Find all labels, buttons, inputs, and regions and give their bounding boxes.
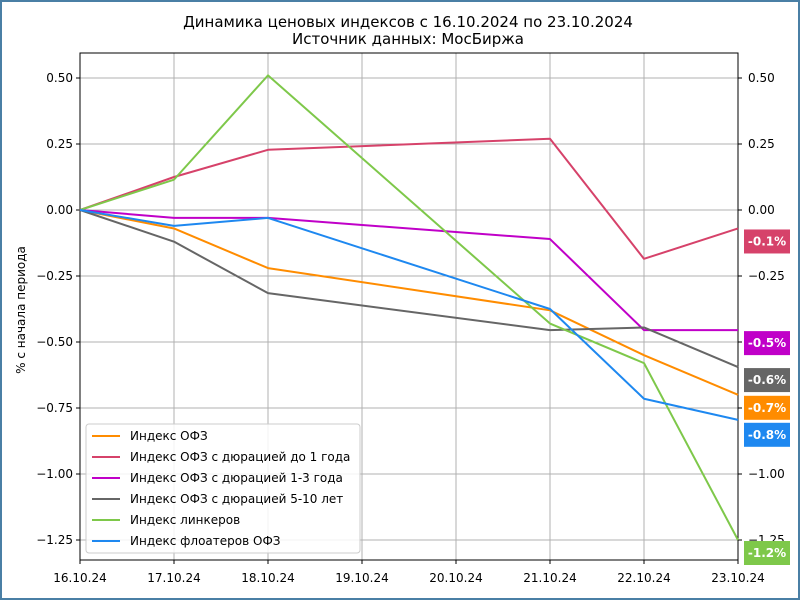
series-line bbox=[79, 137, 739, 260]
y-tick-label: −0.25 bbox=[36, 269, 73, 283]
y-axis-label: % с начала периода bbox=[14, 246, 28, 374]
x-tick-label: 16.10.24 bbox=[53, 571, 106, 585]
right-y-tick-label: 0.25 bbox=[748, 137, 775, 151]
x-tick-label: 21.10.24 bbox=[523, 571, 576, 585]
grid-lines bbox=[79, 53, 739, 560]
end-value-badge bbox=[744, 422, 790, 447]
legend-label: Индекс ОФЗ bbox=[130, 429, 208, 443]
end-value-badge-text: -0.7% bbox=[748, 401, 786, 415]
x-axis: 16.10.24 17.10.24 18.10.24 19.10.24 20.10.24… bbox=[53, 560, 765, 585]
end-value-badge bbox=[744, 368, 790, 393]
end-value-badge-text: -0.6% bbox=[748, 373, 786, 387]
right-y-tick-label: 0.00 bbox=[748, 203, 775, 217]
end-value-badge-text: -0.8% bbox=[748, 428, 786, 442]
end-value-badge bbox=[744, 541, 790, 565]
y-tick-label: −1.25 bbox=[36, 533, 73, 547]
x-tick-label: 20.10.24 bbox=[429, 571, 482, 585]
y-tick-label: 0.50 bbox=[46, 71, 73, 85]
y-tick-label: −0.50 bbox=[36, 335, 73, 349]
y-axis-right: 0.500.250.00−0.25−0.50−0.75−1.00−1.25 bbox=[738, 71, 785, 547]
end-value-badge bbox=[744, 395, 790, 420]
series-line bbox=[79, 74, 739, 541]
series-line bbox=[79, 209, 738, 332]
x-tick-label: 18.10.24 bbox=[241, 571, 294, 585]
series-lines bbox=[79, 74, 739, 541]
legend-box bbox=[85, 423, 361, 554]
y-axis-left: 0.50 0.25 0.00 −0.25 −0.50 −0.75 −1.00 −1.25 bbox=[36, 71, 80, 547]
end-value-badges: -0.1% -0.5% -0.6% -0.7% -0.8% -1.2% bbox=[744, 229, 790, 565]
end-value-badge bbox=[744, 229, 790, 254]
plot-area bbox=[79, 52, 739, 561]
x-tick-label: 19.10.24 bbox=[335, 571, 388, 585]
legend-label: Индекс флоатеров ОФЗ bbox=[130, 534, 280, 548]
end-value-badge-text: -1.2% bbox=[748, 546, 786, 560]
legend-label: Индекс ОФЗ с дюрацией 5-10 лет bbox=[130, 492, 343, 506]
legend-label: Индекс ОФЗ с дюрацией до 1 года bbox=[130, 450, 350, 464]
end-value-badge-text: -0.5% bbox=[748, 336, 786, 350]
x-tick-label: 17.10.24 bbox=[147, 571, 200, 585]
series-line bbox=[79, 209, 739, 396]
y-tick-label: 0.00 bbox=[46, 203, 73, 217]
chart-title: Динамика ценовых индексов с 16.10.2024 п… bbox=[183, 13, 633, 31]
x-tick-label: 22.10.24 bbox=[617, 571, 670, 585]
series-line bbox=[79, 209, 739, 421]
end-value-badge bbox=[744, 331, 790, 356]
legend-label: Индекс линкеров bbox=[130, 513, 240, 527]
y-tick-label: −0.75 bbox=[36, 401, 73, 415]
chart-subtitle: Источник данных: МосБиржа bbox=[292, 30, 524, 48]
right-y-tick-label: −1.00 bbox=[748, 467, 785, 481]
end-value-badge-text: -0.1% bbox=[748, 234, 786, 248]
y-tick-label: 0.25 bbox=[46, 137, 73, 151]
legend: Индекс ОФЗ Индекс ОФЗ с дюрацией до 1 год… bbox=[85, 423, 361, 554]
x-tick-label: 23.10.24 bbox=[711, 571, 764, 585]
y-tick-label: −1.00 bbox=[36, 467, 73, 481]
series-line bbox=[79, 209, 739, 369]
right-y-tick-label: −0.25 bbox=[748, 269, 785, 283]
legend-label: Индекс ОФЗ с дюрацией 1-3 года bbox=[130, 471, 343, 485]
right-y-tick-label: 0.50 bbox=[748, 71, 775, 85]
